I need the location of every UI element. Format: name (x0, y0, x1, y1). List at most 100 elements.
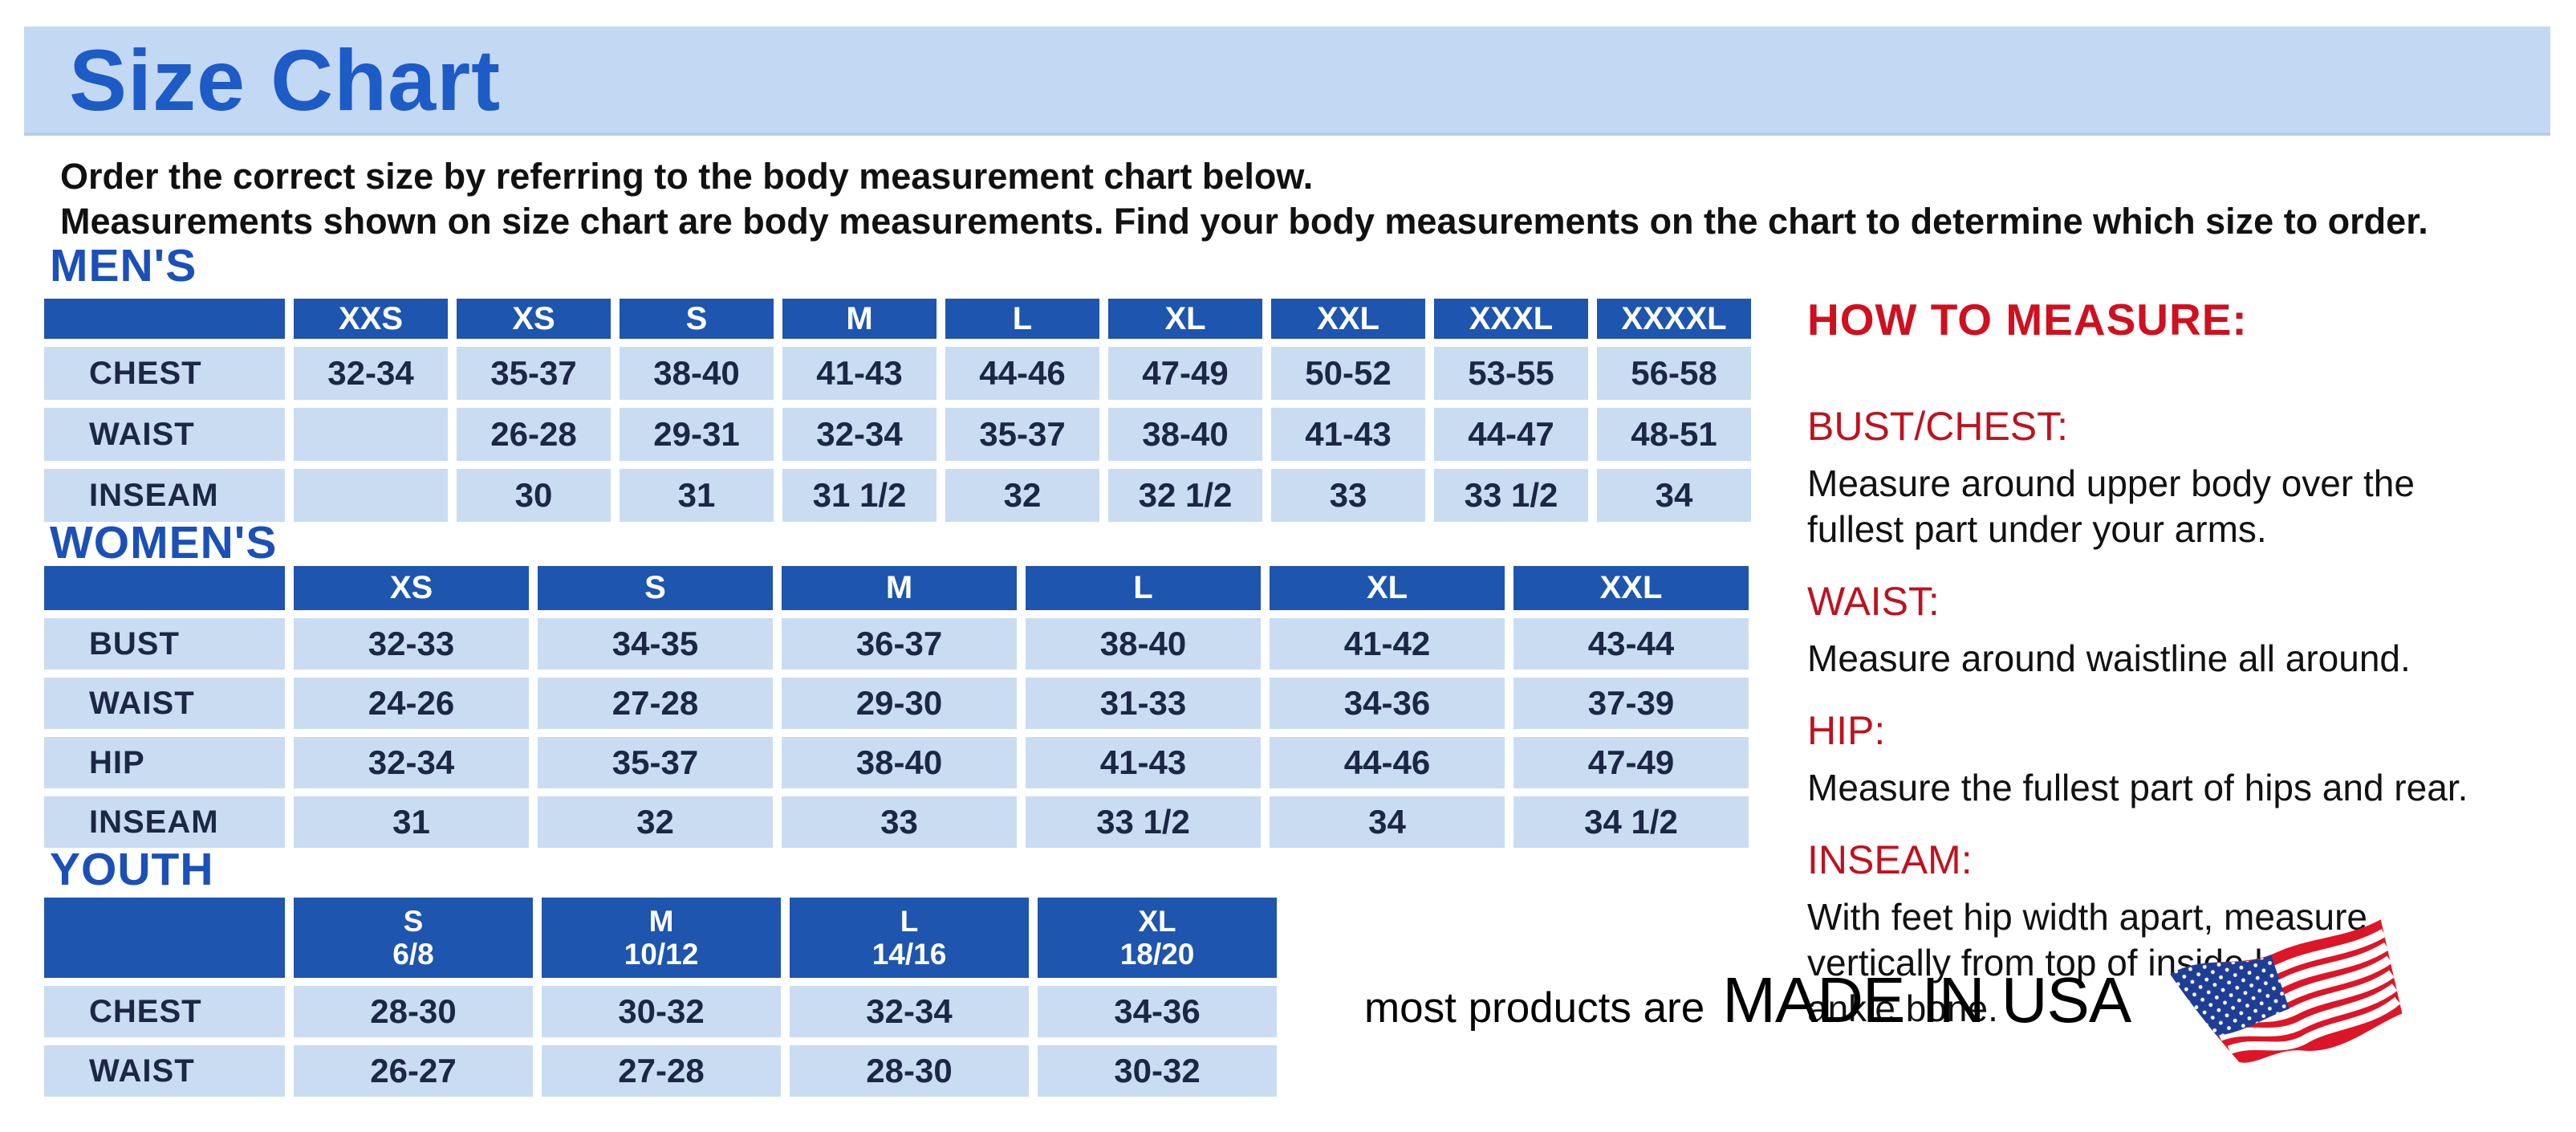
measurement-row-label: INSEAM (44, 796, 285, 848)
measurement-value-cell: 34-36 (1038, 986, 1277, 1037)
size-column-header: M (782, 299, 937, 339)
measurement-value-cell: 33 (782, 796, 1017, 848)
size-column-header: S (620, 299, 774, 339)
measure-text: Measure around waistline all around. (1807, 637, 2411, 679)
measurement-value-cell: 43-44 (1514, 618, 1749, 670)
measurement-value-cell: 30-32 (542, 986, 781, 1037)
usa-flag-icon (2159, 915, 2416, 1124)
measurement-value-cell: 26-28 (457, 408, 611, 461)
measurement-value-cell: 34-36 (1270, 678, 1505, 729)
measurement-value-cell: 30-32 (1038, 1045, 1277, 1097)
measurement-value-cell: 26-27 (294, 1045, 533, 1097)
size-column-header: XXL (1514, 566, 1749, 610)
measurement-value-cell: 41-43 (1271, 408, 1425, 461)
measurement-value-cell: 41-43 (782, 347, 937, 400)
mens-size-table: XXS XS S M L XL XXL XXXL XXXXL CHEST 32-34 35-37 38-… (44, 299, 1751, 522)
measurement-value-cell: 31 1/2 (782, 469, 937, 522)
section-heading-mens: MEN'S (50, 240, 197, 291)
measurement-row-label: BUST (44, 618, 285, 670)
measurement-value-cell: 47-49 (1108, 347, 1262, 400)
measurement-value-cell: 44-47 (1434, 408, 1588, 461)
measure-label: WAIST: (1807, 579, 1940, 624)
measurement-value-cell: 32-34 (782, 408, 937, 461)
how-to-measure-title: HOW TO MEASURE: (1807, 295, 2248, 344)
measurement-value-cell: 32-34 (294, 347, 448, 400)
measurement-value-cell: 36-37 (782, 618, 1017, 670)
measure-text: Measure around upper body over the fulle… (1807, 462, 2415, 550)
table-corner-cell (44, 898, 285, 978)
size-column-header: XL 18/20 (1038, 898, 1277, 978)
measure-text: Measure the fullest part of hips and rea… (1807, 767, 2468, 808)
measurement-value-cell: 34 (1270, 796, 1505, 848)
measurement-value-cell: 32 1/2 (1108, 469, 1262, 522)
measurement-value-cell: 44-46 (1270, 737, 1505, 788)
measure-label: INSEAM: (1807, 837, 1973, 882)
measurement-value-cell: 35-37 (457, 347, 611, 400)
size-column-header: L (945, 299, 1099, 339)
section-heading-womens: WOMEN'S (50, 517, 278, 568)
size-column-header: XL (1108, 299, 1262, 339)
measurement-value-cell: 48-51 (1597, 408, 1751, 461)
measurement-value-cell: 31 (294, 796, 529, 848)
made-in-usa-line: most products are MADE IN USA (1364, 963, 2131, 1037)
size-column-header: L (1026, 566, 1261, 610)
made-in-usa-prefix: most products are (1364, 984, 1705, 1032)
measurement-value-cell: 32 (945, 469, 1099, 522)
measurement-value-cell: 38-40 (1108, 408, 1262, 461)
title-banner: Size Chart (24, 26, 2550, 136)
measurement-value-cell: 32 (538, 796, 773, 848)
made-in-usa-text: MADE IN USA (1722, 964, 2131, 1036)
measurement-value-cell: 38-40 (1026, 618, 1261, 670)
size-column-header: XXS (294, 299, 448, 339)
measurement-value-cell: 28-30 (294, 986, 533, 1037)
size-column-header: S (538, 566, 773, 610)
measurement-value-cell: 33 1/2 (1434, 469, 1588, 522)
measurement-row-label: WAIST (44, 408, 285, 461)
measure-instruction: BUST/CHEST: Measure around upper body ove… (1807, 403, 2576, 552)
size-column-header: L 14/16 (790, 898, 1029, 978)
measurement-value-cell: 53-55 (1434, 347, 1588, 400)
womens-size-table: XS S M L XL XXL BUST 32-33 34-35 36-37 38-40 41-42 4… (44, 566, 1749, 848)
measurement-value-cell: 38-40 (620, 347, 774, 400)
table-corner-cell (44, 299, 285, 339)
intro-line-1: Order the correct size by referring to t… (60, 156, 1314, 197)
measurement-value-cell (294, 408, 448, 461)
measurement-value-cell: 34-35 (538, 618, 773, 670)
youth-size-table: S 6/8 M 10/12 L 14/16 XL 18/20 CHEST 28-30 30-32 32… (44, 898, 1277, 1097)
measurement-row-label: CHEST (44, 986, 285, 1037)
measurement-value-cell: 29-31 (620, 408, 774, 461)
measurement-row-label: HIP (44, 737, 285, 788)
measure-instruction: WAIST: Measure around waistline all aroun… (1807, 578, 2576, 682)
measurement-value-cell (294, 469, 448, 522)
measurement-value-cell: 27-28 (538, 678, 773, 729)
size-column-header: XL (1270, 566, 1505, 610)
section-heading-youth: YOUTH (50, 844, 214, 895)
measurement-value-cell: 33 1/2 (1026, 796, 1261, 848)
measure-label: HIP: (1807, 708, 1886, 753)
size-column-header: XS (457, 299, 611, 339)
size-column-header: XXL (1271, 299, 1425, 339)
measurement-value-cell: 31-33 (1026, 678, 1261, 729)
measurement-value-cell: 47-49 (1514, 737, 1749, 788)
measurement-row-label: WAIST (44, 1045, 285, 1097)
measurement-value-cell: 31 (620, 469, 774, 522)
size-column-header: M 10/12 (542, 898, 781, 978)
measurement-value-cell: 33 (1271, 469, 1425, 522)
measurement-value-cell: 35-37 (538, 737, 773, 788)
measurement-value-cell: 56-58 (1597, 347, 1751, 400)
measurement-row-label: WAIST (44, 678, 285, 729)
measurement-value-cell: 32-34 (294, 737, 529, 788)
size-column-header: XXXXL (1597, 299, 1751, 339)
intro-line-2: Measurements shown on size chart are bod… (60, 201, 2428, 242)
measurement-value-cell: 44-46 (945, 347, 1099, 400)
size-column-header: XXXL (1434, 299, 1588, 339)
size-column-header: M (782, 566, 1017, 610)
measurement-value-cell: 28-30 (790, 1045, 1029, 1097)
measurement-value-cell: 24-26 (294, 678, 529, 729)
measurement-value-cell: 32-33 (294, 618, 529, 670)
measurement-value-cell: 34 (1597, 469, 1751, 522)
measurement-value-cell: 32-34 (790, 986, 1029, 1037)
page-title: Size Chart (69, 31, 502, 128)
measure-instruction: HIP: Measure the fullest part of hips and… (1807, 707, 2576, 811)
measurement-value-cell: 27-28 (542, 1045, 781, 1097)
